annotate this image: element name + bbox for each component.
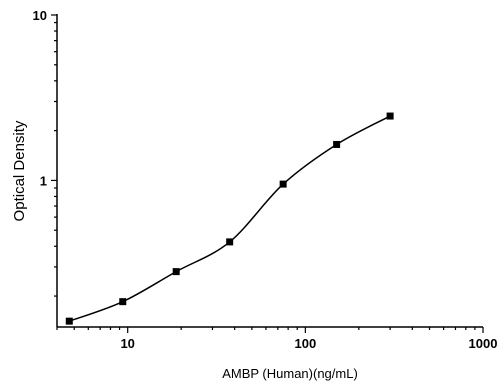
data-points [65,112,394,325]
data-point-marker [119,298,127,306]
plot-area: 10 100 1000 1 10 [33,8,498,351]
data-point-marker [386,112,394,120]
x-tick-label: 10 [120,336,134,351]
y-tick-label: 1 [40,173,47,188]
data-point-marker [279,180,287,188]
data-point-marker [65,317,73,325]
data-point-marker [333,140,341,148]
data-point-marker [172,268,180,276]
y-tick-label: 10 [33,8,47,23]
x-axis-ticks: 10 100 1000 [56,327,498,351]
x-tick-label: 100 [294,336,316,351]
x-tick-label: 1000 [469,336,498,351]
y-axis-title: Optical Density [11,120,28,221]
fit-curve [69,115,391,322]
data-point-marker [226,238,234,246]
y-axis-ticks: 1 10 [33,8,57,297]
x-axis-title: AMBP (Human)(ng/mL) [222,366,358,381]
